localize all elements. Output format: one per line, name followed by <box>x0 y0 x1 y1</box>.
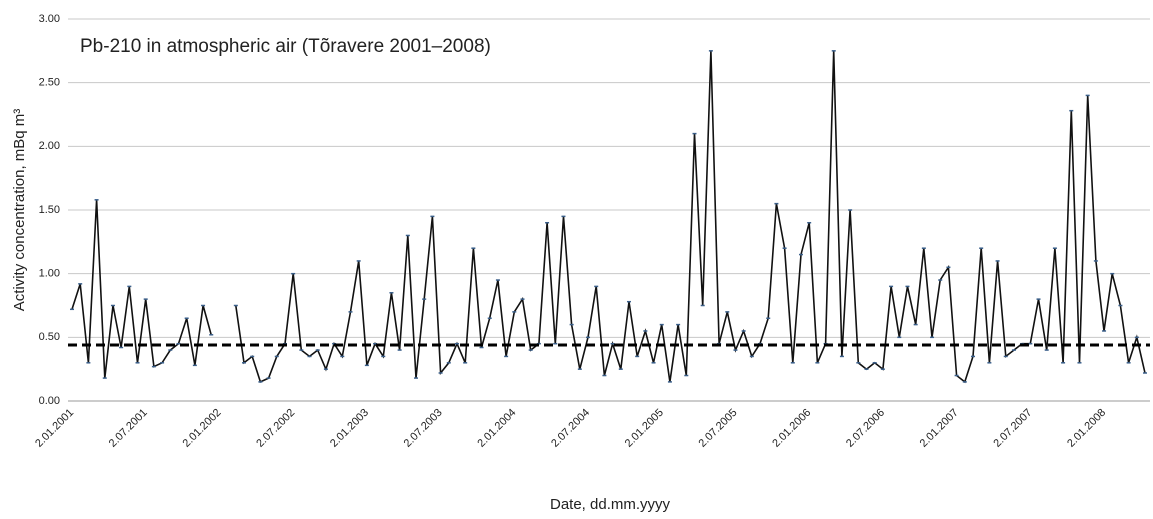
x-tick-label: 2.07.2001 <box>107 407 150 450</box>
y-tick-label: 0.50 <box>39 331 60 343</box>
x-tick-label: 2.01.2002 <box>181 407 224 450</box>
x-tick-label: 2.07.2007 <box>991 407 1034 450</box>
x-tick-label: 2.07.2002 <box>254 407 297 450</box>
x-tick-label: 2.01.2005 <box>623 407 666 450</box>
x-tick-label: 2.01.2007 <box>918 407 961 450</box>
chart-title: Pb-210 in atmospheric air (Tõravere 2001… <box>80 36 491 57</box>
y-tick-label: 1.50 <box>39 204 60 216</box>
y-tick-label: 2.00 <box>39 140 60 152</box>
x-tick-label: 2.01.2008 <box>1065 407 1108 450</box>
x-tick-label: 2.07.2006 <box>844 407 887 450</box>
y-tick-label: 2.50 <box>39 77 60 89</box>
x-tick-label: 2.07.2003 <box>402 407 445 450</box>
x-axis-label: Date, dd.mm.yyyy <box>550 496 671 513</box>
x-tick-label: 2.01.2003 <box>328 407 371 450</box>
x-tick-label: 2.07.2004 <box>549 407 592 450</box>
data-line <box>71 199 212 379</box>
y-tick-label: 1.00 <box>39 268 60 280</box>
y-tick-label: 3.00 <box>39 13 60 25</box>
y-axis-label: Activity concentration, mBq m³ <box>11 109 28 312</box>
data-line <box>235 50 1146 384</box>
x-tick-label: 2.07.2005 <box>697 407 740 450</box>
y-tick-label: 0.00 <box>39 395 60 407</box>
x-tick-label: 2.01.2004 <box>475 407 518 450</box>
x-tick-label: 2.01.2001 <box>33 407 76 450</box>
x-tick-label: 2.01.2006 <box>770 407 813 450</box>
